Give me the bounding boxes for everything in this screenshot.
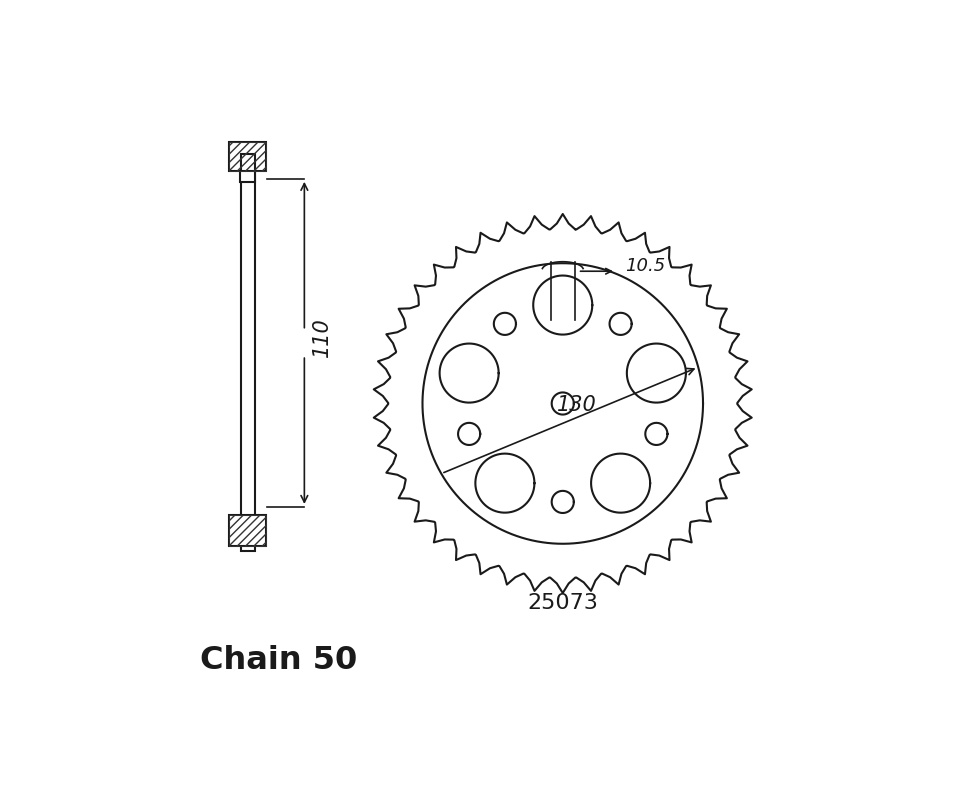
- Bar: [240, 171, 255, 182]
- Text: Chain 50: Chain 50: [200, 645, 357, 676]
- Bar: [229, 142, 266, 171]
- Bar: [229, 515, 266, 547]
- Bar: [241, 154, 254, 551]
- Bar: [229, 515, 266, 547]
- Text: 130: 130: [557, 395, 597, 415]
- Text: 25073: 25073: [527, 594, 598, 614]
- Text: 110: 110: [312, 317, 331, 356]
- Text: 10.5: 10.5: [625, 257, 665, 276]
- Bar: [229, 142, 266, 171]
